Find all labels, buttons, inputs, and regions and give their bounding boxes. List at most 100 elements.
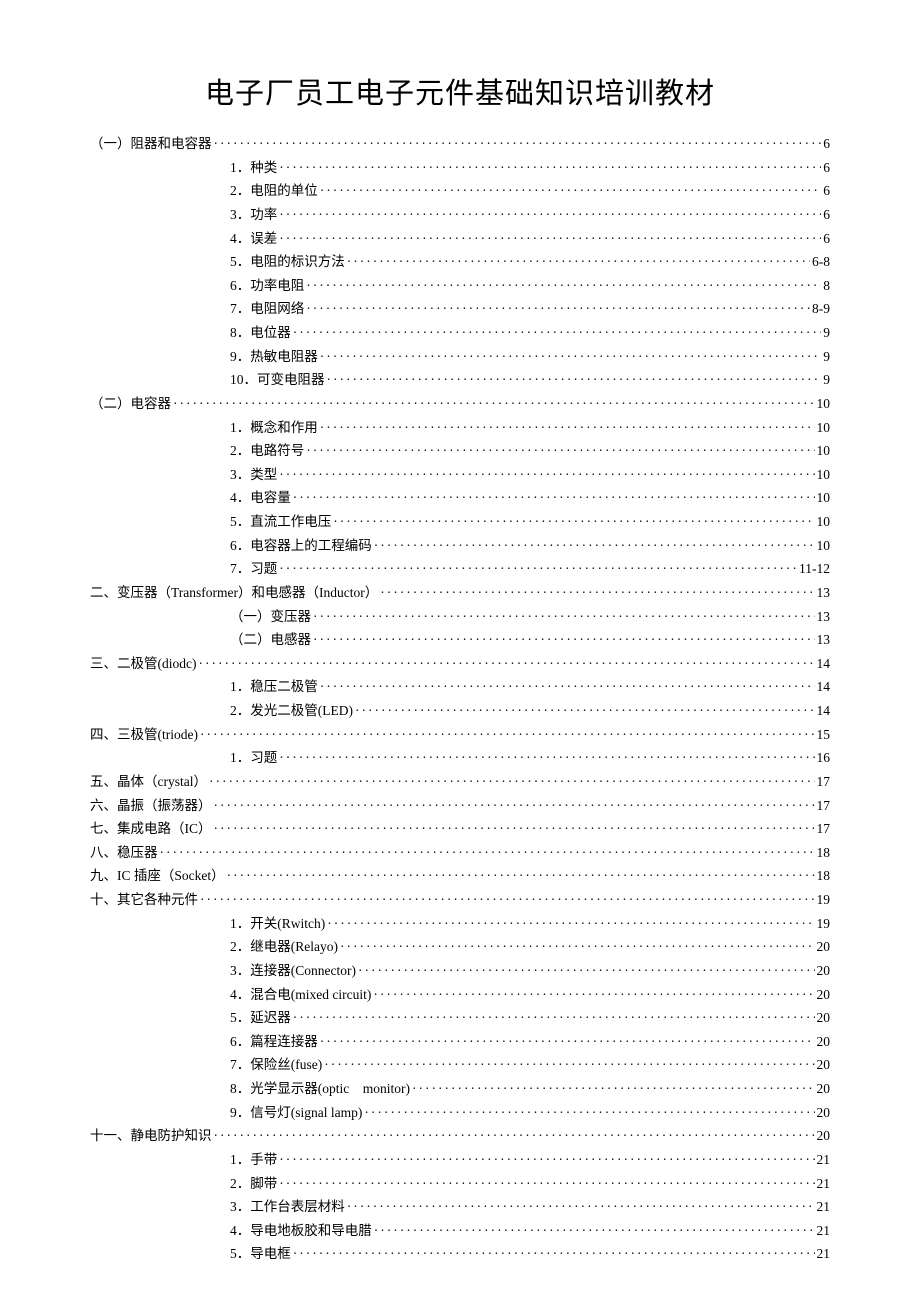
toc-leader-dots: [293, 1242, 815, 1266]
toc-row: 1．稳压二极管14: [90, 675, 830, 699]
toc-row: 5．导电框 21: [90, 1242, 830, 1266]
toc-row: 8．光学显示器(optic monitor)20: [90, 1077, 830, 1101]
toc-label: 二、变压器（Transformer）和电感器（Inductor）: [90, 581, 378, 605]
toc-page-number: 20: [817, 1030, 831, 1054]
toc-row: 9．信号灯(signal lamp)20: [90, 1101, 830, 1125]
page-title: 电子厂员工电子元件基础知识培训教材: [90, 70, 830, 112]
toc-page-number: 17: [817, 770, 831, 794]
toc-page-number: 6: [823, 156, 830, 180]
toc-leader-dots: [380, 581, 814, 605]
toc-leader-dots: [347, 1195, 815, 1219]
toc-leader-dots: [320, 345, 822, 369]
toc-row: （二）电感器13: [90, 628, 830, 652]
toc-label: 7．电阻网络: [230, 297, 304, 321]
toc-label: 3．连接器(Connector): [230, 959, 356, 983]
toc-label: 1．手带: [230, 1148, 277, 1172]
toc-label: 2．发光二极管(LED): [230, 699, 353, 723]
toc-leader-dots: [306, 439, 814, 463]
toc-label: 6．电容器上的工程编码: [230, 534, 372, 558]
toc-leader-dots: [214, 794, 815, 818]
toc-page-number: 6: [823, 203, 830, 227]
toc-label: 3．类型: [230, 463, 277, 487]
table-of-contents: （一）阻器和电容器61．种类62．电阻的单位63．功率64．误差65．电阻的标识…: [90, 132, 830, 1266]
toc-page-number: 20: [817, 1006, 831, 1030]
toc-page-number: 17: [817, 817, 831, 841]
toc-row: 4．误差 6: [90, 227, 830, 251]
toc-leader-dots: [209, 770, 815, 794]
toc-page-number: 20: [817, 983, 831, 1007]
toc-label: 6．功率电阻: [230, 274, 304, 298]
toc-row: （一）阻器和电容器6: [90, 132, 830, 156]
toc-page-number: 16: [817, 746, 831, 770]
toc-row: 5．直流工作电压10: [90, 510, 830, 534]
toc-page-number: 20: [817, 1077, 831, 1101]
toc-row: 2．脚带21: [90, 1172, 830, 1196]
toc-page-number: 18: [817, 841, 831, 865]
toc-label: 1．习题: [230, 746, 277, 770]
toc-row: 九、IC 插座（Socket）18: [90, 864, 830, 888]
toc-leader-dots: [412, 1077, 815, 1101]
toc-label: 五、晶体（crystal）: [90, 770, 207, 794]
toc-page-number: 21: [817, 1172, 831, 1196]
toc-page-number: 10: [817, 392, 831, 416]
toc-page-number: 10: [817, 510, 831, 534]
toc-page-number: 8-9: [812, 297, 830, 321]
toc-row: 5．延迟器 20: [90, 1006, 830, 1030]
toc-row: 6．篇程连接器20: [90, 1030, 830, 1054]
toc-label: 九、IC 插座（Socket）: [90, 864, 225, 888]
toc-label: 3．工作台表层材料: [230, 1195, 345, 1219]
toc-row: 3．工作台表层材料21: [90, 1195, 830, 1219]
toc-page-number: 21: [817, 1242, 831, 1266]
toc-leader-dots: [279, 227, 821, 251]
toc-page-number: 17: [817, 794, 831, 818]
toc-row: 9．热敏电阻器 9: [90, 345, 830, 369]
toc-leader-dots: [347, 250, 810, 274]
toc-label: 9．热敏电阻器: [230, 345, 318, 369]
toc-row: 三、二极管(diodc)14: [90, 652, 830, 676]
toc-page-number: 13: [817, 628, 831, 652]
toc-page-number: 10: [817, 416, 831, 440]
toc-page-number: 9: [823, 345, 830, 369]
toc-row: 四、三极管(triode)15: [90, 723, 830, 747]
toc-label: 5．电阻的标识方法: [230, 250, 345, 274]
toc-row: 10．可变电阻器9: [90, 368, 830, 392]
toc-row: 七、集成电路（IC）17: [90, 817, 830, 841]
toc-page-number: 19: [817, 888, 831, 912]
toc-leader-dots: [279, 1172, 814, 1196]
toc-row: （一）变压器13: [90, 605, 830, 629]
toc-leader-dots: [198, 652, 814, 676]
toc-leader-dots: [313, 605, 815, 629]
toc-leader-dots: [173, 392, 815, 416]
toc-leader-dots: [306, 297, 810, 321]
toc-leader-dots: [200, 723, 815, 747]
toc-page-number: 14: [817, 675, 831, 699]
toc-leader-dots: [327, 912, 814, 936]
toc-leader-dots: [306, 274, 821, 298]
toc-label: 9．信号灯(signal lamp): [230, 1101, 362, 1125]
toc-label: 7．习题: [230, 557, 277, 581]
toc-label: 1．开关(Rwitch): [230, 912, 325, 936]
toc-label: 1．种类: [230, 156, 277, 180]
toc-row: 1．种类 6: [90, 156, 830, 180]
toc-leader-dots: [340, 935, 815, 959]
toc-leader-dots: [324, 1053, 814, 1077]
toc-leader-dots: [279, 746, 814, 770]
toc-page-number: 13: [817, 605, 831, 629]
toc-row: 4．混合电(mixed circuit)20: [90, 983, 830, 1007]
toc-row: 3．类型10: [90, 463, 830, 487]
toc-leader-dots: [333, 510, 814, 534]
toc-page-number: 21: [817, 1148, 831, 1172]
toc-row: 八、稳压器18: [90, 841, 830, 865]
toc-label: 1．概念和作用: [230, 416, 318, 440]
toc-leader-dots: [279, 1148, 814, 1172]
toc-page-number: 14: [817, 652, 831, 676]
toc-row: 8．电位器9: [90, 321, 830, 345]
toc-row: 2．继电器(Relayo)20: [90, 935, 830, 959]
toc-page-number: 6: [823, 227, 830, 251]
toc-label: 5．延迟器: [230, 1006, 291, 1030]
toc-label: 5．导电框: [230, 1242, 291, 1266]
toc-row: 2．发光二极管(LED)14: [90, 699, 830, 723]
toc-label: 7．保险丝(fuse): [230, 1053, 322, 1077]
toc-label: 4．误差: [230, 227, 277, 251]
toc-leader-dots: [214, 817, 815, 841]
